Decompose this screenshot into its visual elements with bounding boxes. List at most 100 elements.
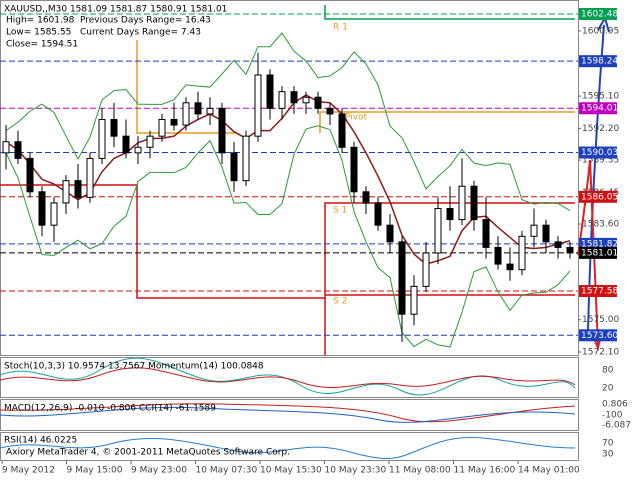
candle xyxy=(254,52,262,142)
candle-body xyxy=(146,135,154,148)
candle-body xyxy=(218,107,226,154)
candle-body xyxy=(458,185,466,221)
symbol-line: XAUUSD,,M30 1581.09 1581.87 1580.91 1581… xyxy=(4,5,227,15)
candle xyxy=(194,91,202,120)
candle xyxy=(62,175,70,215)
candle xyxy=(50,197,58,242)
candle xyxy=(146,130,154,159)
band-lower xyxy=(5,125,571,348)
candle xyxy=(266,69,274,120)
candle xyxy=(302,91,310,114)
macd-scale: -100 xyxy=(602,411,623,421)
macd-scale: 0.806 xyxy=(602,400,628,410)
candle xyxy=(206,97,214,126)
candle xyxy=(74,163,82,209)
level-box xyxy=(579,237,617,250)
level-label: 1586.05 xyxy=(581,192,618,202)
candle-body xyxy=(110,118,118,137)
candle xyxy=(218,102,226,164)
candle-body xyxy=(554,241,562,248)
candle-body xyxy=(86,157,94,198)
y-tick-label: 1575.00 xyxy=(582,315,619,325)
y-tick-label: 1595.10 xyxy=(582,92,619,102)
candle xyxy=(170,102,178,131)
candle xyxy=(542,219,550,253)
candle-body xyxy=(170,118,178,126)
candle xyxy=(506,247,514,281)
level-label: 1594.01 xyxy=(581,104,618,114)
candle-body xyxy=(374,202,382,226)
level-box xyxy=(579,246,617,259)
rsi-label: RSI(14) 46.0225 xyxy=(4,436,77,446)
candle xyxy=(386,214,394,253)
candle xyxy=(110,102,118,148)
x-tick-label: 11 May 16:00 xyxy=(454,466,516,476)
candle xyxy=(422,241,430,292)
candle-body xyxy=(206,107,214,115)
curr-range: Current Days Range= 7.43 xyxy=(80,28,201,38)
stoch-scale: 20 xyxy=(602,384,614,394)
candle xyxy=(518,230,526,276)
candle xyxy=(326,102,334,126)
candle xyxy=(314,91,322,114)
candle-body xyxy=(386,224,394,243)
r1-label: R 1 xyxy=(333,23,348,33)
candle-body xyxy=(302,96,310,104)
y-tick-label: 1600.95 xyxy=(582,27,619,37)
candle xyxy=(242,130,250,187)
band-upper xyxy=(5,32,571,211)
candle-body xyxy=(74,180,82,198)
candle xyxy=(446,186,454,231)
low: Low= 1585.55 xyxy=(6,28,71,38)
x-tick-label: 9 May 15:00 xyxy=(67,466,123,476)
y-tick-label: 1583.60 xyxy=(582,220,619,230)
macd-scale: -6.087 xyxy=(602,421,631,431)
y-tick-label: 1589.35 xyxy=(582,156,619,166)
candle-body xyxy=(530,224,538,237)
candle xyxy=(26,152,34,198)
level-label: 1581.82 xyxy=(581,239,618,249)
candle xyxy=(362,186,370,215)
stoch-scale: 80 xyxy=(602,366,614,376)
candle-body xyxy=(290,91,298,104)
candle-body xyxy=(134,146,142,154)
candle-body xyxy=(230,152,238,182)
rsi-scale: 70 xyxy=(602,439,614,449)
candle-body xyxy=(266,74,274,109)
candle-body xyxy=(254,74,262,137)
prev-range: Previous Days Range= 16.43 xyxy=(80,16,211,26)
candle xyxy=(398,236,406,342)
x-tick-label: 9 May 2012 xyxy=(2,466,55,476)
candle xyxy=(566,241,574,259)
candle xyxy=(134,136,142,164)
level-box xyxy=(579,8,617,21)
candle xyxy=(470,180,478,231)
x-tick-label: 11 May 08:00 xyxy=(389,466,451,476)
candle-body xyxy=(26,157,34,193)
candle-body xyxy=(422,252,430,287)
footer: Axiory MetaTrader 4, © 2001-2011 MetaQuo… xyxy=(6,448,290,458)
candle xyxy=(122,119,130,159)
candle-body xyxy=(182,102,190,126)
candle-body xyxy=(98,118,106,159)
stoch-label: Stoch(10,3,3) 10.9574 13.7567 Momentum(1… xyxy=(4,362,264,372)
candle xyxy=(374,197,382,231)
close: Close= 1594.51 xyxy=(6,40,78,50)
candle-body xyxy=(410,285,418,315)
candle xyxy=(230,141,238,192)
level-box xyxy=(579,55,617,68)
candle xyxy=(338,108,346,153)
x-tick-label: 14 May 01:00 xyxy=(518,466,580,476)
candle-body xyxy=(278,91,286,109)
x-tick-label: 9 May 23:00 xyxy=(131,466,187,476)
candle xyxy=(482,197,490,259)
level-label: 1581.01 xyxy=(581,248,618,258)
y-tick-label: 1572.10 xyxy=(582,347,619,357)
level-box xyxy=(579,146,617,159)
level-label: 1602.48 xyxy=(581,10,618,20)
level-label: 1598.24 xyxy=(581,57,618,67)
candle-body xyxy=(62,180,70,204)
candle xyxy=(458,158,466,226)
x-tick-label: 10 May 23:30 xyxy=(325,466,387,476)
